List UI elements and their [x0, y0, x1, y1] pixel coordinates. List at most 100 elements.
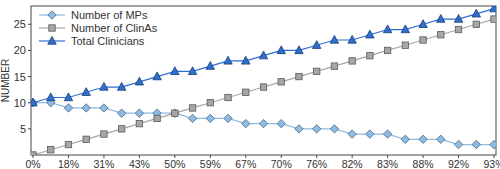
x-tick-label: 67%	[235, 158, 256, 169]
data-point	[454, 14, 462, 22]
data-point	[64, 93, 72, 101]
plot-area	[31, 6, 496, 155]
data-point	[348, 35, 356, 43]
data-point	[473, 21, 479, 27]
y-axis-label: NUMBER	[0, 59, 11, 102]
data-point	[348, 130, 356, 138]
data-point	[401, 135, 409, 143]
data-point	[295, 46, 303, 54]
plot-frame	[31, 6, 496, 155]
data-point	[384, 47, 390, 53]
x-tick-label: 59%	[200, 158, 221, 169]
data-point	[117, 82, 125, 90]
data-point	[402, 42, 408, 48]
x-tick-label: 0%	[25, 158, 40, 169]
data-point	[330, 125, 338, 133]
data-point	[242, 56, 250, 64]
data-point	[31, 152, 36, 155]
y-tick	[28, 24, 31, 25]
x-tick-label: 82%	[342, 158, 363, 169]
data-point	[135, 77, 143, 85]
data-point	[366, 130, 374, 138]
data-point	[472, 140, 480, 148]
data-point	[189, 105, 195, 111]
legend: Number of MPsNumber of ClinAsTotal Clini…	[39, 9, 158, 47]
data-point	[171, 109, 179, 117]
legend-marker	[49, 25, 55, 31]
data-point	[331, 63, 337, 69]
data-point	[472, 9, 480, 17]
y-tick	[28, 76, 31, 77]
legend-marker	[48, 36, 56, 44]
data-point	[82, 88, 90, 96]
data-point	[366, 30, 374, 38]
series-line	[33, 19, 494, 155]
x-tick-label: 83%	[377, 158, 398, 169]
data-point	[438, 32, 444, 38]
data-point	[206, 62, 214, 70]
data-point	[136, 120, 142, 126]
data-point	[100, 82, 108, 90]
data-point	[349, 58, 355, 64]
data-point	[135, 109, 143, 117]
data-point	[243, 89, 249, 95]
data-point	[401, 25, 409, 33]
data-point	[31, 99, 37, 107]
data-point	[47, 93, 55, 101]
data-point	[117, 109, 125, 117]
legend-marker	[48, 11, 56, 19]
data-point	[313, 68, 319, 74]
x-tick-label: 70%	[271, 158, 292, 169]
y-tick-label: 15	[14, 71, 26, 83]
data-point	[296, 73, 302, 79]
x-tick-label: 76%	[306, 158, 327, 169]
data-point	[383, 25, 391, 33]
data-point	[419, 135, 427, 143]
data-point	[367, 52, 373, 58]
y-tick	[28, 102, 31, 103]
x-tick-label: 93%	[483, 158, 500, 169]
legend-label: Number of ClinAs	[71, 22, 158, 34]
data-point	[83, 136, 89, 142]
data-point	[224, 56, 232, 64]
data-point	[278, 79, 284, 85]
data-point	[491, 16, 496, 22]
data-point	[100, 104, 108, 112]
x-tick-label: 92%	[448, 158, 469, 169]
data-point	[31, 98, 37, 106]
data-point	[277, 46, 285, 54]
data-point	[259, 51, 267, 59]
legend-label: Total Clinicians	[71, 35, 145, 47]
x-tick-label: 88%	[413, 158, 434, 169]
data-point	[118, 126, 124, 132]
data-point	[259, 119, 267, 127]
data-point	[437, 14, 445, 22]
data-point	[188, 114, 196, 122]
series	[31, 99, 496, 149]
y-tick-label: 25	[14, 18, 26, 30]
x-tick-label: 50%	[164, 158, 185, 169]
data-point	[330, 35, 338, 43]
y-tick	[28, 50, 31, 51]
series-line	[33, 103, 494, 145]
data-point	[64, 104, 72, 112]
data-point	[171, 67, 179, 75]
y-tick-label: 10	[14, 97, 26, 109]
x-tick-label: 18%	[58, 158, 79, 169]
data-point	[172, 110, 178, 116]
data-point	[419, 20, 427, 28]
data-point	[206, 114, 214, 122]
x-tick-label: 31%	[93, 158, 114, 169]
data-point	[82, 104, 90, 112]
data-point	[188, 67, 196, 75]
data-point	[225, 94, 231, 100]
data-point	[48, 147, 54, 153]
legend-label: Number of MPs	[71, 9, 148, 21]
x-tick-label: 43%	[129, 158, 150, 169]
y-tick-label: 5	[20, 123, 26, 135]
data-point	[455, 26, 461, 32]
series	[31, 16, 496, 155]
data-point	[420, 37, 426, 43]
chart: 510152025NUMBER0%18%31%43%50%59%67%70%76…	[0, 0, 500, 169]
data-point	[454, 140, 462, 148]
